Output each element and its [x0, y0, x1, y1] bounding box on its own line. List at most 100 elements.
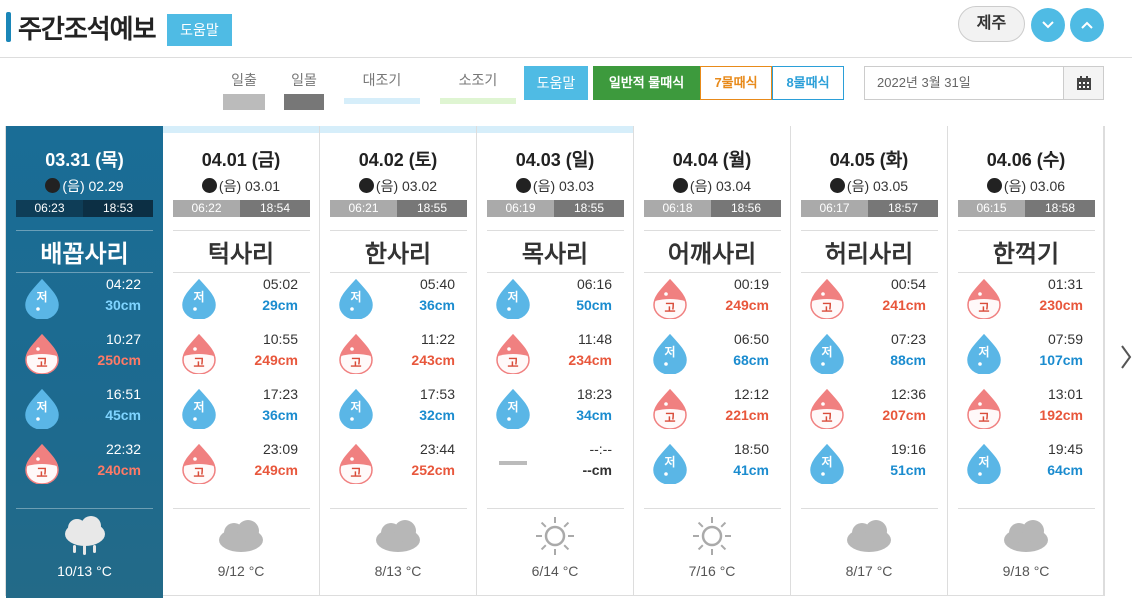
sun-icon	[693, 517, 731, 555]
divider	[173, 272, 310, 273]
sun-icon	[536, 517, 574, 555]
tide-level: --cm	[582, 462, 612, 478]
tide-phase-name: 어깨사리	[667, 241, 757, 268]
tide-time: 23:09	[262, 441, 298, 457]
tide-level: 29cm	[262, 297, 298, 313]
tide-entry: 저 07:23 88cm	[801, 331, 938, 381]
tide-time: 10:55	[262, 331, 298, 347]
moon-phase-icon	[829, 178, 845, 193]
high-tide-icon: 고	[182, 444, 216, 484]
sunrise-time: 06:23	[16, 200, 83, 217]
tide-entry: --:-- --cm	[487, 441, 624, 491]
low-tide-icon: 저	[653, 334, 687, 374]
tide-level: 51cm	[890, 462, 926, 478]
mode-7mul-button[interactable]: 7물때식	[700, 66, 772, 100]
low-tide-icon: 저	[25, 389, 59, 429]
title-accent-bar	[6, 12, 11, 42]
tide-time: --:--	[589, 441, 612, 457]
region-button[interactable]: 제주	[958, 6, 1025, 42]
day-date: 04.02 (토)	[358, 150, 438, 170]
tide-time: 19:16	[890, 441, 926, 457]
moon-phase-icon	[45, 178, 61, 193]
tide-time: 12:12	[733, 386, 769, 402]
tide-entry: 고 12:36 207cm	[801, 386, 938, 436]
tide-time: 22:32	[105, 441, 141, 457]
svg-text:고: 고	[821, 411, 832, 425]
calendar-icon	[1077, 76, 1091, 90]
temperature: 7/16 °C	[688, 563, 736, 579]
tide-time: 23:44	[419, 441, 455, 457]
mode-8mul-button[interactable]: 8물때식	[772, 66, 844, 100]
tide-level: 36cm	[262, 407, 298, 423]
divider	[801, 272, 938, 273]
tide-entry: 고 23:44 252cm	[330, 441, 467, 491]
lunar-date: (음) 03.05	[791, 176, 947, 196]
chevron-down-icon	[1042, 21, 1054, 29]
divider	[173, 230, 310, 231]
weather-icon-wrap	[634, 516, 790, 556]
lunar-date-label: (음) 03.02	[375, 178, 438, 194]
lunar-date-label: (음) 02.29	[62, 178, 124, 194]
tide-phase-name: 목사리	[521, 241, 589, 268]
high-tide-icon: 고	[182, 334, 216, 374]
divider	[330, 230, 467, 231]
spring-tide-indicator	[163, 126, 319, 133]
sun-times: 06:22 18:54	[173, 200, 310, 217]
legend-help-button[interactable]: 도움말	[524, 66, 588, 100]
sun-times: 06:17 18:57	[801, 200, 938, 217]
svg-text:저: 저	[507, 289, 518, 304]
high-tide-icon: 고	[810, 279, 844, 319]
tide-level: 243cm	[411, 352, 455, 368]
mode-general-button[interactable]: 일반적 물때식	[593, 66, 700, 100]
tide-entry: 고 01:31 230cm	[958, 276, 1095, 326]
divider	[330, 272, 467, 273]
moon-phase-icon	[358, 178, 374, 193]
tide-phase-name: 배꼽사리	[40, 241, 129, 268]
divider	[644, 272, 781, 273]
help-button[interactable]: 도움말	[167, 14, 232, 46]
divider	[801, 230, 938, 231]
divider	[16, 230, 153, 231]
sunrise-time: 06:21	[330, 200, 397, 217]
svg-text:저: 저	[350, 399, 361, 414]
tide-time: 10:27	[105, 331, 141, 347]
high-tide-icon: 고	[810, 389, 844, 429]
expand-button[interactable]	[1031, 8, 1065, 42]
sun-times: 06:21 18:55	[330, 200, 467, 217]
tide-level: 249cm	[254, 352, 298, 368]
svg-text:저: 저	[36, 399, 47, 414]
lunar-date: (음) 03.06	[948, 176, 1104, 196]
tide-time: 06:50	[733, 331, 769, 347]
date-input[interactable]: 2022년 3월 31일	[864, 66, 1064, 100]
lunar-date-label: (음) 03.01	[218, 178, 281, 194]
sun-times: 06:18 18:56	[644, 200, 781, 217]
cloud-icon	[376, 520, 420, 552]
tide-time: 06:16	[576, 276, 612, 292]
tide-entry: 저 16:51 45cm	[16, 386, 153, 436]
page-title: 주간조석예보	[18, 14, 157, 44]
tide-level: 221cm	[725, 407, 769, 423]
svg-text:고: 고	[664, 301, 675, 315]
collapse-button[interactable]	[1070, 8, 1104, 42]
tide-entry: 저 06:50 68cm	[644, 331, 781, 381]
tide-entry: 저 18:23 34cm	[487, 386, 624, 436]
divider	[330, 508, 467, 509]
calendar-button[interactable]	[1063, 66, 1104, 100]
tide-time: 16:51	[105, 386, 141, 402]
tide-entry: 저 18:50 41cm	[644, 441, 781, 491]
next-week-arrow-icon[interactable]	[1120, 344, 1132, 370]
tide-level: 234cm	[568, 352, 612, 368]
tide-entry: 저 07:59 107cm	[958, 331, 1095, 381]
sunrise-time: 06:18	[644, 200, 711, 217]
tide-phase-name: 허리사리	[824, 241, 914, 268]
tide-entry: 고 00:19 249cm	[644, 276, 781, 326]
sun-times: 06:15 18:58	[958, 200, 1095, 217]
tide-entry: 고 23:09 249cm	[173, 441, 310, 491]
svg-text:저: 저	[664, 454, 675, 469]
tide-entry: 저 04:22 30cm	[16, 276, 153, 326]
svg-text:고: 고	[507, 356, 518, 370]
lunar-date-label: (음) 03.03	[532, 178, 595, 194]
tide-level: 107cm	[1039, 352, 1083, 368]
tide-time: 05:02	[262, 276, 298, 292]
lunar-date: (음) 03.03	[477, 176, 633, 196]
